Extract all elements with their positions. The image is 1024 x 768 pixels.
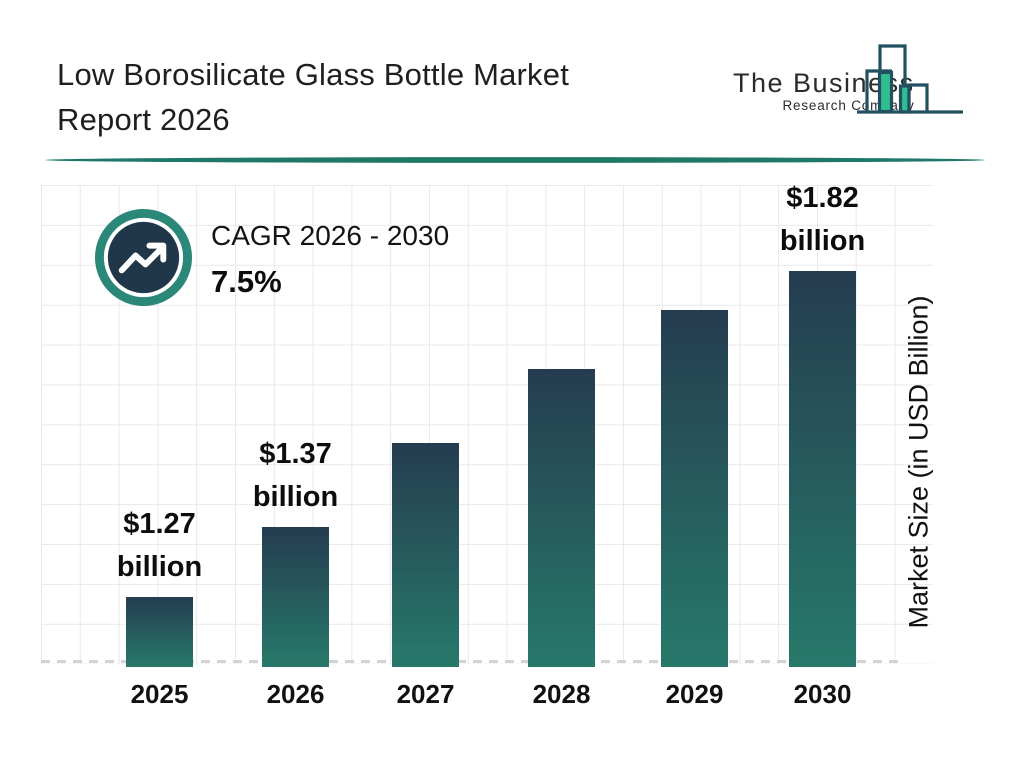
x-label-2029: 2029	[665, 679, 724, 709]
bar-2026	[262, 527, 329, 667]
bar-2028	[528, 369, 595, 667]
value-label-2026: $1.37 billion	[216, 433, 376, 519]
x-label-2030: 2030	[793, 679, 852, 709]
bar-2025	[126, 597, 193, 667]
page-title-line1: Low Borosilicate Glass Bottle Market	[57, 57, 570, 92]
x-label-2025: 2025	[130, 679, 189, 709]
page-title: Low Borosilicate Glass Bottle Market Rep…	[57, 52, 569, 142]
x-axis-baseline	[41, 660, 905, 663]
cagr-trend-up-icon	[94, 208, 193, 307]
value-amount: $1.37	[259, 438, 332, 470]
value-unit: billion	[116, 551, 203, 583]
cagr-period-label: CAGR 2026 - 2030	[211, 220, 450, 251]
cagr-value: 7.5%	[211, 264, 282, 299]
value-amount: $1.82	[786, 182, 859, 214]
header-divider	[45, 157, 985, 163]
bar-2030	[789, 271, 856, 667]
value-unit: billion	[779, 225, 866, 257]
page-title-line2: Report 2026	[57, 102, 230, 137]
x-label-2027: 2027	[396, 679, 455, 709]
bar-2027	[392, 443, 459, 667]
y-axis-title: Market Size (in USD Billion)	[903, 295, 934, 629]
value-label-2030: $1.82 billion	[743, 177, 903, 263]
company-logo-buildings-icon	[857, 44, 963, 114]
value-unit: billion	[252, 481, 339, 513]
value-label-2025: $1.27 billion	[80, 503, 240, 589]
bar-2029	[661, 310, 728, 667]
x-label-2026: 2026	[266, 679, 325, 709]
x-label-2028: 2028	[532, 679, 591, 709]
value-amount: $1.27	[123, 508, 196, 540]
